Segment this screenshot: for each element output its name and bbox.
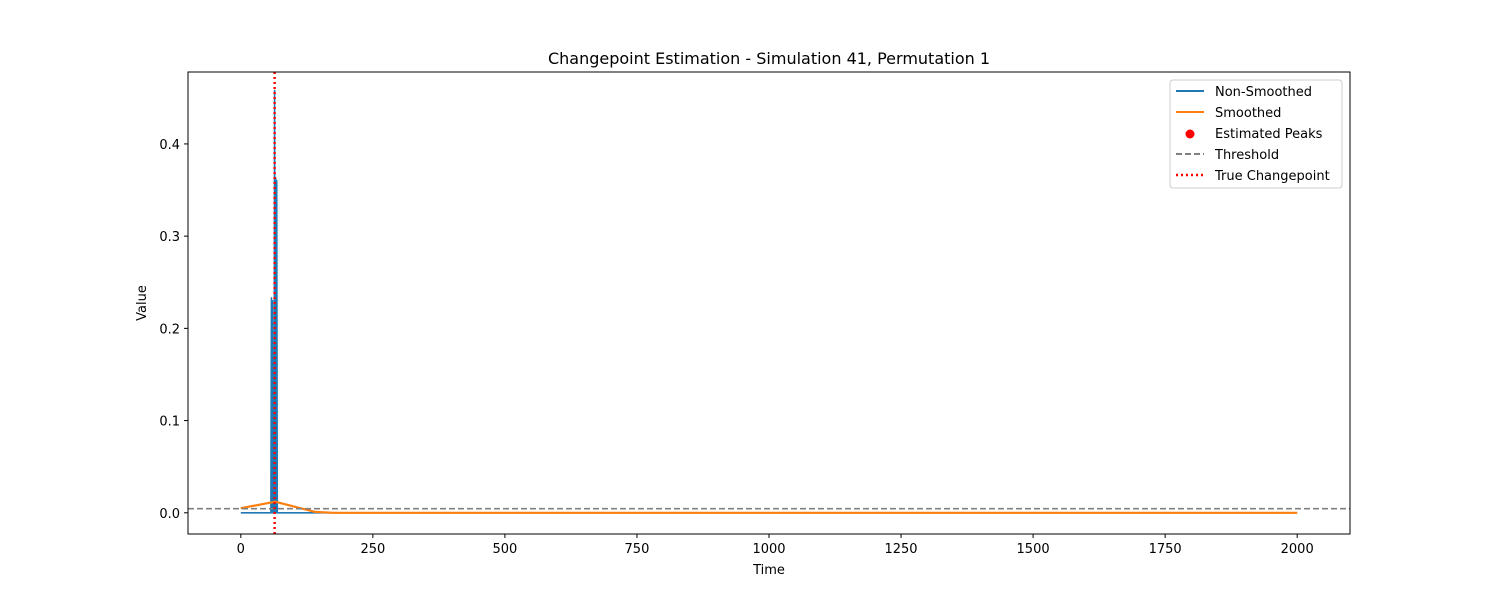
- y-tick-label: 0.2: [159, 322, 180, 337]
- x-tick-label: 1750: [1149, 542, 1182, 557]
- y-tick-label: 0.4: [159, 138, 180, 153]
- x-tick-label: 750: [625, 542, 650, 557]
- x-tick-label: 0: [237, 542, 245, 557]
- y-tick-label: 0.1: [159, 415, 180, 430]
- legend-frame: [1169, 79, 1343, 189]
- x-tick-label: 1000: [752, 542, 785, 557]
- y-tick-label: 0.3: [159, 230, 180, 245]
- x-tick-label: 2000: [1281, 542, 1314, 557]
- legend-label: Smoothed: [1215, 106, 1281, 121]
- x-axis-label: Time: [752, 563, 785, 578]
- x-tick-label: 1250: [884, 542, 917, 557]
- non-smoothed-series-line: [240, 89, 1298, 514]
- legend-label: Threshold: [1214, 148, 1279, 163]
- legend-marker-estimated-peaks: [1185, 129, 1195, 139]
- x-tick-label: 1500: [1017, 542, 1050, 557]
- y-axis-label: Value: [135, 285, 150, 321]
- legend-label: True Changepoint: [1214, 169, 1330, 184]
- x-tick-label: 500: [492, 542, 517, 557]
- legend-label: Estimated Peaks: [1215, 127, 1323, 142]
- chart-title: Changepoint Estimation - Simulation 41, …: [548, 49, 990, 68]
- legend: Non-Smoothed Smoothed Estimated Peaks Thres…: [1169, 79, 1343, 189]
- y-tick-label: 0.0: [159, 507, 180, 522]
- legend-label: Non-Smoothed: [1215, 85, 1312, 100]
- x-tick-label: 250: [360, 542, 385, 557]
- smoothed-series-line: [240, 500, 1298, 514]
